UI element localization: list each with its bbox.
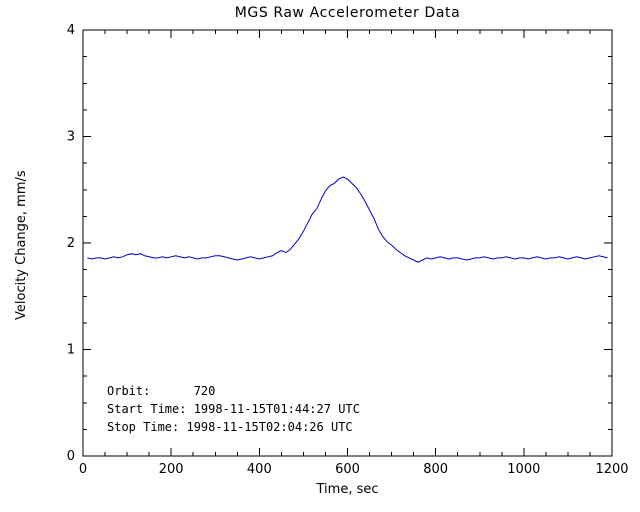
x-tick-label: 200 (159, 462, 184, 477)
x-tick-label: 1200 (595, 462, 628, 477)
annotation-start-time: Start Time: 1998-11-15T01:44:27 UTC (107, 402, 360, 416)
y-tick-label: 1 (67, 343, 75, 358)
y-tick-label: 0 (67, 449, 75, 464)
annotation-stop-time: Stop Time: 1998-11-15T02:04:26 UTC (107, 420, 353, 434)
annotation-orbit: Orbit: 720 (107, 384, 216, 398)
y-tick-label: 3 (67, 130, 75, 145)
x-tick-label: 1000 (507, 462, 540, 477)
y-tick-label: 4 (67, 23, 75, 38)
y-axis-label: Velocity Change, mm/s (14, 170, 29, 320)
x-tick-label: 400 (247, 462, 272, 477)
x-tick-label: 0 (79, 462, 87, 477)
chart-title: MGS Raw Accelerometer Data (234, 5, 461, 21)
y-tick-label: 2 (67, 236, 75, 251)
data-line (87, 176, 608, 263)
x-tick-label: 600 (335, 462, 360, 477)
x-axis-label: Time, sec (316, 482, 379, 497)
x-tick-label: 800 (423, 462, 448, 477)
